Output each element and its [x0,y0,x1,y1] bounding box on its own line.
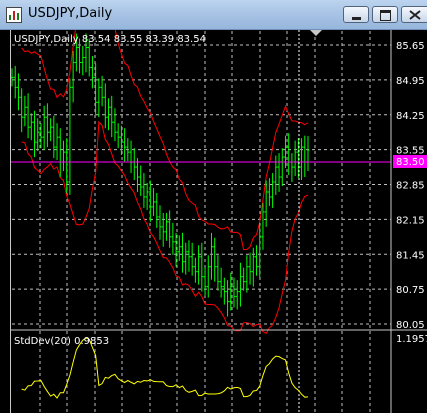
chart-icon [6,7,22,23]
close-icon [409,10,421,20]
chart-frame [10,30,391,413]
bid-price-label: 83.50 [396,157,425,168]
main-chart-label: USDJPY,Daily 83.54 83.55 83.39 83.54 [14,34,206,45]
price-tick-label: 84.95 [396,76,425,87]
window-title: USDJPY,Daily [28,6,113,21]
stddev-line [21,337,309,399]
price-panel[interactable]: USDJPY,Daily 83.54 83.55 83.39 83.54 85.… [10,30,427,413]
price-bars [10,33,310,317]
shift-marker-icon[interactable] [310,30,322,36]
price-tick-label: 80.05 [396,320,425,331]
price-tick-label: 82.15 [396,215,425,226]
price-tick-label: 81.45 [396,250,425,261]
price-grid [12,31,391,330]
price-scale: 85.65 84.95 84.25 83.55 82.85 82.15 81.45 80.75… [396,41,425,331]
price-tick-label: 84.25 [396,111,425,122]
indicator-grid [39,331,371,413]
minimize-button[interactable] [343,6,369,23]
price-tick-label: 82.85 [396,181,425,192]
indicator-value-label: 1.1957 [396,334,427,345]
close-button[interactable] [401,6,427,23]
title-bar[interactable]: USDJPY,Daily [0,0,427,30]
price-tick-label: 85.65 [396,41,425,52]
bid-price-box [393,155,427,168]
price-tick-label: 80.75 [396,285,425,296]
indicator-panel[interactable]: StdDev(20) 0.9853 1.1957 [14,331,427,413]
maximize-button[interactable] [372,6,398,23]
upper-band [21,30,309,251]
lower-band [21,120,309,335]
envelope-bands [21,30,309,335]
chart-canvas[interactable]: USDJPY,Daily 83.54 83.55 83.39 83.54 85.… [0,30,427,413]
indicator-label: StdDev(20) 0.9853 [14,336,109,347]
price-tick-label: 83.55 [396,146,425,157]
